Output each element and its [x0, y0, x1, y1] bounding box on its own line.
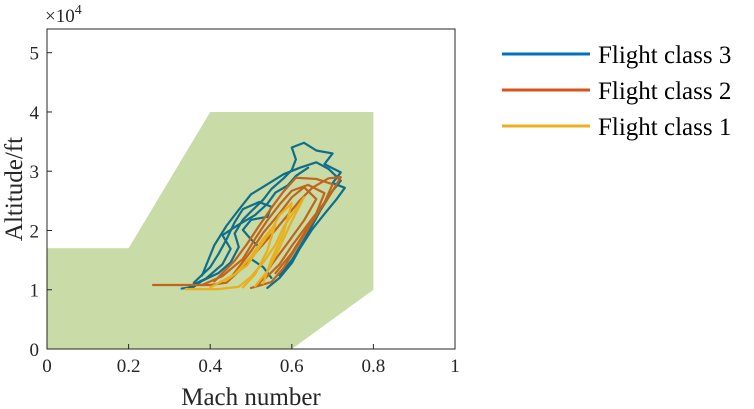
x-tick-label: 0.8 — [362, 356, 386, 377]
y-tick-label: 3 — [30, 162, 40, 183]
x-axis-label: Mach number — [181, 384, 321, 409]
y-axis-ticks: 0 1 2 3 4 5 — [30, 44, 52, 361]
y-tick-label: 1 — [30, 281, 40, 302]
x-tick-label: 0.6 — [280, 356, 304, 377]
x-tick-label: 0.2 — [117, 356, 141, 377]
x-axis-ticks: 0 0.2 0.4 0.6 0.8 1 — [42, 344, 460, 377]
series-2-track-3 — [200, 183, 326, 287]
series-2 — [151, 176, 342, 290]
legend-label: Flight class 1 — [598, 114, 731, 141]
x-tick-label: 0 — [42, 356, 52, 377]
series-3-track-3 — [209, 222, 277, 289]
y-tick-label: 0 — [30, 340, 40, 361]
plot-area — [46, 28, 456, 350]
y-tick-label: 5 — [30, 44, 40, 65]
legend-label: Flight class 3 — [598, 42, 731, 69]
y-axis-label: Altitude/ft — [1, 137, 28, 241]
x-tick-label: 0.4 — [198, 356, 222, 377]
y-tick-label: 4 — [30, 103, 40, 124]
series-layer — [151, 141, 346, 291]
series-3-track-2 — [225, 202, 293, 285]
series-1-track-1 — [180, 141, 346, 290]
y-tick-label: 2 — [30, 221, 40, 242]
legend-label: Flight class 2 — [598, 78, 731, 105]
y-axis-exponent-base: ×10 — [45, 6, 75, 27]
series-3-track-1 — [184, 196, 306, 291]
series-2-track-2 — [213, 176, 334, 283]
series-1-track-3 — [200, 161, 342, 277]
y-axis-exponent-power: 4 — [75, 3, 82, 18]
series-3 — [184, 196, 306, 291]
series-2-track-4 — [229, 186, 318, 285]
legend: Flight class 3 Flight class 2 Flight class… — [502, 42, 731, 141]
y-axis-exponent: ×104 — [45, 3, 82, 27]
x-tick-label: 1 — [450, 356, 460, 377]
plot-frame — [46, 28, 456, 350]
